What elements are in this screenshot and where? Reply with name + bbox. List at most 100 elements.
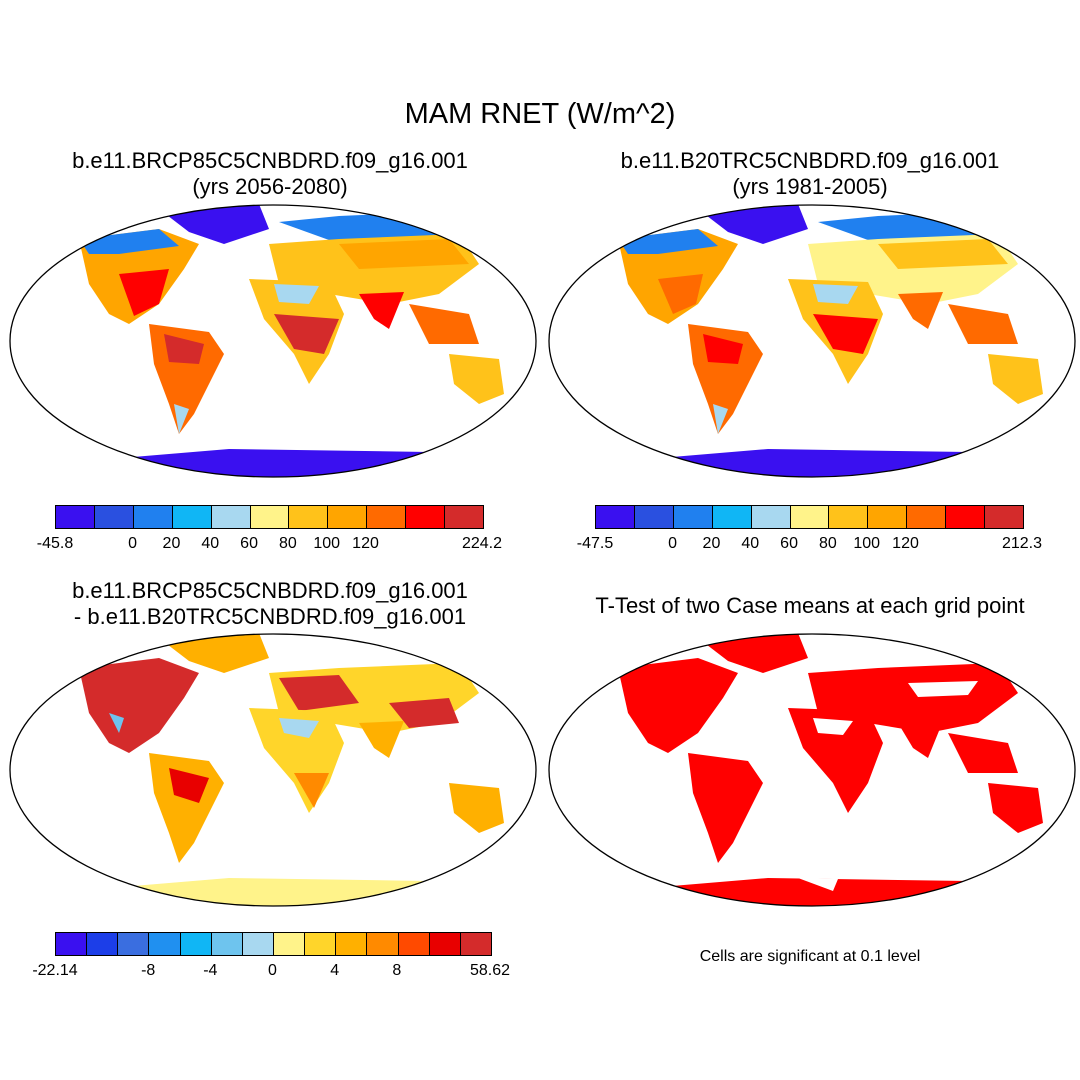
colorbar-tick-label: 20: [162, 535, 181, 552]
panel-1-title-line2: (yrs 2056-2080): [192, 174, 348, 199]
south-america-region: [149, 753, 224, 863]
panel-2-title: b.e11.B20TRC5CNBDRD.f09_g16.001 (yrs 198…: [560, 148, 1060, 200]
colorbar-cell: [305, 933, 337, 955]
sahara-not-significant: [813, 718, 853, 735]
north-america-significant: [618, 658, 738, 753]
panel-3-colorbar: [55, 932, 492, 956]
africa-significant: [788, 708, 883, 813]
east-asia-region: [389, 698, 459, 728]
colorbar-tick-label: -8: [141, 962, 156, 979]
panel-4-note: Cells are significant at 0.1 level: [699, 948, 921, 965]
panel-3-map: [9, 633, 537, 907]
colorbar-tick-label: 0: [668, 535, 678, 552]
colorbar-cell: [133, 506, 173, 528]
colorbar-cell: [180, 933, 212, 955]
us-west-region: [109, 713, 124, 733]
panel-3-title: b.e11.BRCP85C5CNBDRD.f09_g16.001 - b.e11…: [20, 578, 520, 630]
panel-4-map: [548, 633, 1076, 907]
central-africa-region: [813, 314, 878, 354]
panel-1-map: [9, 204, 537, 478]
southeast-asia-region: [409, 304, 479, 344]
colorbar-tick-label: 80: [279, 535, 297, 552]
sahara-region: [274, 284, 319, 304]
panel-1-colorbar: [55, 505, 484, 529]
colorbar-tick-label: -45.8: [36, 535, 74, 552]
antarctica-region: [69, 449, 489, 477]
panel-2-map-border: [548, 204, 1076, 478]
colorbar-tick-label: 224.2: [461, 535, 503, 552]
colorbar-cell: [406, 506, 446, 528]
colorbar-cell: [829, 506, 869, 528]
patagonia-region: [174, 404, 189, 434]
colorbar-cell: [250, 506, 290, 528]
southeast-asia-region: [948, 304, 1018, 344]
panel-1-title: b.e11.BRCP85C5CNBDRD.f09_g16.001 (yrs 20…: [20, 148, 520, 200]
colorbar-tick-label: 212.3: [1001, 535, 1043, 552]
colorbar-cell: [118, 933, 150, 955]
greenland-significant: [698, 634, 808, 673]
colorbar-tick-label: 120: [352, 535, 379, 552]
antarctica-region: [69, 878, 489, 906]
colorbar-tick-label: 0: [128, 535, 138, 552]
colorbar-cell: [336, 933, 368, 955]
colorbar-tick-label: 80: [819, 535, 837, 552]
india-region: [898, 292, 943, 329]
siberia-region: [339, 239, 469, 269]
colorbar-cell: [445, 506, 483, 528]
colorbar-cell: [172, 506, 212, 528]
panel-4-title: T-Test of two Case means at each grid po…: [595, 593, 1025, 618]
colorbar-cell: [211, 506, 251, 528]
australia-region: [449, 354, 504, 404]
canada-north-region: [618, 229, 718, 254]
colorbar-tick-label: 40: [201, 535, 220, 552]
australia-region: [988, 354, 1043, 404]
colorbar-cell: [634, 506, 674, 528]
colorbar-cell: [907, 506, 947, 528]
panel-2-map: [548, 204, 1076, 478]
colorbar-cell: [242, 933, 274, 955]
colorbar-cell: [367, 933, 399, 955]
amazon-region: [703, 334, 743, 364]
canada-north-region: [79, 229, 179, 254]
colorbar-tick-label: 8: [392, 962, 402, 979]
colorbar-cell: [398, 933, 430, 955]
central-asia-not-significant: [908, 681, 978, 697]
colorbar-tick-label: 60: [780, 535, 798, 552]
colorbar-cell: [712, 506, 752, 528]
colorbar-tick-label: 100: [853, 535, 881, 552]
panel-2-colorbar-labels: -47.5 0 20 40 60 80 100 120 212.3: [577, 535, 1042, 557]
amazon-region: [169, 768, 209, 803]
australia-significant: [988, 783, 1043, 833]
colorbar-tick-label: 20: [702, 535, 721, 552]
us-east-region: [119, 269, 169, 316]
colorbar-cell: [56, 506, 95, 528]
siberia-region: [878, 239, 1008, 269]
colorbar-cell: [289, 506, 329, 528]
colorbar-cell: [273, 933, 306, 955]
panel-1-map-border: [9, 204, 537, 478]
colorbar-tick-label: 120: [892, 535, 919, 552]
panel-3-title-line1: b.e11.BRCP85C5CNBDRD.f09_g16.001: [72, 578, 468, 603]
antarctica-region: [608, 449, 1028, 477]
panel-3-map-border: [9, 633, 537, 907]
colorbar-cell: [367, 506, 407, 528]
india-significant: [898, 721, 943, 758]
india-region: [359, 292, 404, 329]
panel-3-title-line2: - b.e11.B20TRC5CNBDRD.f09_g16.001: [73, 604, 467, 629]
greenland-region: [698, 205, 808, 244]
central-africa-region: [274, 314, 339, 354]
colorbar-cell: [149, 933, 181, 955]
panel-2-title-line2: (yrs 1981-2005): [732, 174, 888, 199]
panel-1-title-line1: b.e11.BRCP85C5CNBDRD.f09_g16.001: [72, 148, 468, 173]
sahara-region: [813, 284, 858, 304]
amazon-region: [164, 334, 204, 364]
colorbar-tick-label: 0: [268, 962, 277, 979]
panel-2-title-line1: b.e11.B20TRC5CNBDRD.f09_g16.001: [620, 148, 1000, 173]
colorbar-tick-label: 100: [313, 535, 341, 552]
panel-3-colorbar-labels: -22.14 -8 -4 0 4 8 58.62: [32, 962, 510, 984]
colorbar-tick-label: -4: [203, 962, 218, 979]
india-region: [359, 721, 404, 758]
colorbar-tick-label: 40: [741, 535, 760, 552]
panel-2-colorbar: [595, 505, 1024, 529]
colorbar-cell: [790, 506, 830, 528]
